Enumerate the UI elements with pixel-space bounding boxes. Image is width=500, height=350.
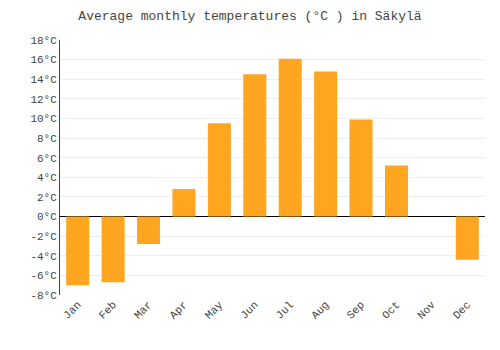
svg-text:-6°C: -6°C [30, 270, 57, 282]
svg-text:Oct: Oct [380, 299, 402, 321]
svg-text:-4°C: -4°C [30, 251, 57, 263]
svg-text:4°C: 4°C [37, 172, 57, 184]
svg-text:May: May [203, 299, 226, 322]
svg-text:14°C: 14°C [30, 74, 57, 86]
svg-text:Mar: Mar [132, 299, 154, 321]
svg-text:-2°C: -2°C [30, 231, 57, 243]
svg-text:Feb: Feb [97, 299, 119, 321]
svg-text:-8°C: -8°C [30, 290, 57, 302]
svg-text:6°C: 6°C [37, 153, 57, 165]
svg-text:Jun: Jun [238, 299, 260, 321]
svg-text:16°C: 16°C [30, 54, 57, 66]
svg-text:10°C: 10°C [30, 113, 57, 125]
svg-text:Apr: Apr [167, 299, 189, 321]
svg-text:8°C: 8°C [37, 133, 57, 145]
svg-text:Nov: Nov [415, 299, 438, 322]
svg-text:2°C: 2°C [37, 192, 57, 204]
svg-text:12°C: 12°C [30, 94, 57, 106]
svg-text:Average monthly temperatures (: Average monthly temperatures (°C ) in Sä… [78, 9, 421, 24]
svg-text:Jan: Jan [61, 299, 83, 321]
svg-text:0°C: 0°C [37, 211, 57, 223]
svg-text:Dec: Dec [451, 299, 473, 321]
svg-text:Jul: Jul [274, 299, 296, 321]
svg-text:Sep: Sep [345, 299, 367, 321]
svg-text:Aug: Aug [309, 299, 331, 321]
svg-text:18°C: 18°C [30, 35, 57, 47]
